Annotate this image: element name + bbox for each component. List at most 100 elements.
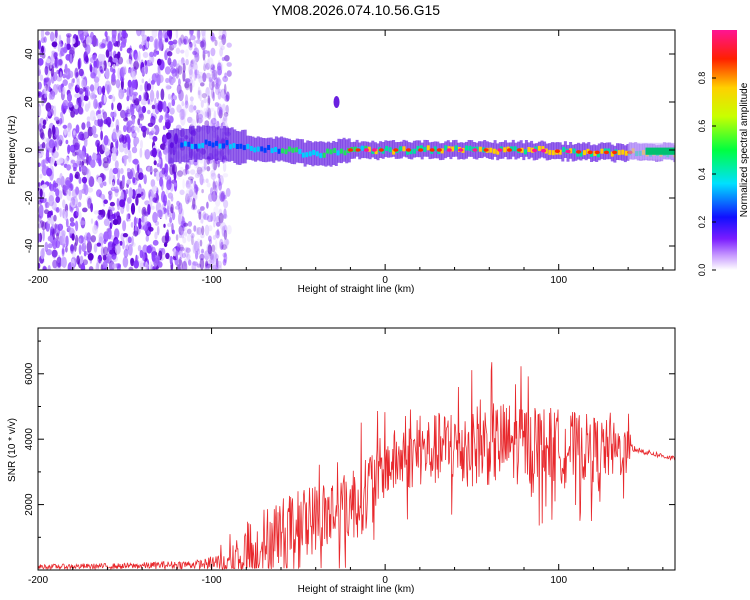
noise-speckle bbox=[54, 30, 58, 39]
snr-y-tick-label: 2000 bbox=[24, 493, 35, 516]
noise-speckle bbox=[195, 39, 202, 44]
ridge-peak bbox=[594, 150, 600, 155]
ridge-core bbox=[260, 146, 264, 152]
noise-speckle bbox=[208, 235, 212, 242]
noise-speckle bbox=[122, 239, 125, 250]
noise-speckle bbox=[119, 240, 123, 246]
noise-speckle bbox=[184, 80, 190, 91]
noise-speckle bbox=[194, 172, 200, 179]
noise-speckle bbox=[186, 249, 191, 259]
noise-speckle bbox=[209, 107, 215, 112]
noise-speckle bbox=[138, 205, 141, 213]
ridge-core bbox=[596, 152, 600, 158]
ridge-core bbox=[444, 145, 448, 151]
ridge-core bbox=[322, 152, 326, 158]
noise-speckle bbox=[176, 175, 181, 180]
ridge-core bbox=[451, 146, 455, 152]
noise-speckle bbox=[83, 30, 89, 36]
noise-speckle bbox=[184, 49, 189, 58]
ridge-core bbox=[541, 146, 545, 152]
noise-speckle bbox=[180, 57, 185, 65]
noise-speckle bbox=[197, 86, 201, 95]
ridge-core bbox=[524, 149, 527, 155]
noise-speckle bbox=[44, 241, 49, 253]
ridge-core bbox=[374, 149, 378, 155]
noise-speckle bbox=[222, 162, 227, 173]
noise-speckle bbox=[67, 127, 72, 138]
ridge-core bbox=[232, 143, 236, 149]
ridge-core bbox=[624, 150, 628, 156]
noise-speckle bbox=[63, 105, 69, 110]
noise-speckle bbox=[215, 77, 219, 88]
ridge-core bbox=[409, 149, 413, 155]
noise-speckle bbox=[202, 49, 206, 61]
noise-speckle bbox=[130, 167, 135, 180]
noise-speckle bbox=[192, 50, 197, 55]
noise-speckle bbox=[210, 47, 216, 57]
ridge-core bbox=[360, 145, 364, 151]
noise-speckle bbox=[144, 261, 149, 270]
noise-speckle bbox=[207, 110, 211, 117]
noise-speckle bbox=[196, 73, 201, 79]
noise-speckle bbox=[214, 184, 218, 196]
noise-speckle bbox=[193, 69, 197, 82]
noise-speckle bbox=[116, 40, 120, 48]
noise-speckle bbox=[96, 242, 102, 247]
noise-speckle bbox=[158, 38, 163, 50]
noise-speckle bbox=[141, 78, 145, 84]
noise-speckle bbox=[164, 66, 171, 75]
noise-speckle bbox=[51, 249, 58, 258]
ridge-core bbox=[465, 145, 468, 151]
noise-speckle bbox=[67, 225, 71, 232]
noise-speckle bbox=[178, 87, 182, 99]
noise-speckle bbox=[207, 50, 211, 58]
noise-speckle bbox=[220, 45, 225, 51]
noise-speckle bbox=[48, 195, 55, 207]
noise-speckle bbox=[205, 72, 211, 79]
noise-speckle bbox=[149, 89, 155, 102]
ridge-core bbox=[583, 150, 586, 156]
ridge-halo bbox=[230, 127, 234, 161]
noise-speckle bbox=[102, 260, 108, 270]
noise-speckle bbox=[124, 109, 129, 117]
ridge-halo bbox=[178, 129, 182, 164]
noise-speckle bbox=[205, 260, 209, 269]
noise-speckle bbox=[71, 233, 75, 241]
noise-speckle bbox=[202, 72, 207, 83]
noise-speckle bbox=[178, 256, 182, 266]
noise-speckle bbox=[50, 108, 54, 116]
spectrogram-x-tick-label: 100 bbox=[550, 275, 567, 286]
noise-speckle bbox=[220, 88, 227, 99]
ridge-halo bbox=[303, 142, 307, 167]
ridge-core bbox=[239, 143, 243, 149]
noise-speckle bbox=[119, 76, 125, 82]
noise-speckle bbox=[86, 232, 91, 243]
noise-speckle bbox=[119, 167, 124, 175]
noise-speckle bbox=[151, 251, 156, 262]
noise-speckle bbox=[194, 44, 197, 56]
ridge-core bbox=[263, 147, 267, 153]
ridge-core bbox=[222, 143, 225, 149]
noise-speckle bbox=[78, 244, 82, 255]
noise-speckle bbox=[200, 250, 205, 256]
ridge-core bbox=[235, 144, 239, 149]
ridge-halo bbox=[480, 141, 484, 159]
noise-speckle bbox=[185, 164, 190, 171]
ridge-core bbox=[412, 148, 416, 154]
ridge-halo bbox=[251, 136, 255, 161]
ridge-core bbox=[551, 150, 555, 156]
noise-speckle bbox=[112, 219, 119, 226]
noise-speckle bbox=[111, 30, 117, 39]
ridge-halo bbox=[386, 140, 390, 158]
noise-speckle bbox=[126, 202, 130, 212]
ridge-core bbox=[225, 140, 229, 146]
noise-speckle bbox=[218, 109, 223, 119]
noise-speckle bbox=[204, 120, 210, 127]
noise-speckle bbox=[95, 262, 99, 270]
ridge-core bbox=[572, 148, 576, 154]
noise-speckle bbox=[109, 66, 114, 73]
noise-speckle bbox=[65, 246, 68, 253]
noise-speckle bbox=[78, 106, 84, 115]
noise-speckle bbox=[49, 61, 53, 69]
noise-speckle bbox=[102, 246, 109, 256]
